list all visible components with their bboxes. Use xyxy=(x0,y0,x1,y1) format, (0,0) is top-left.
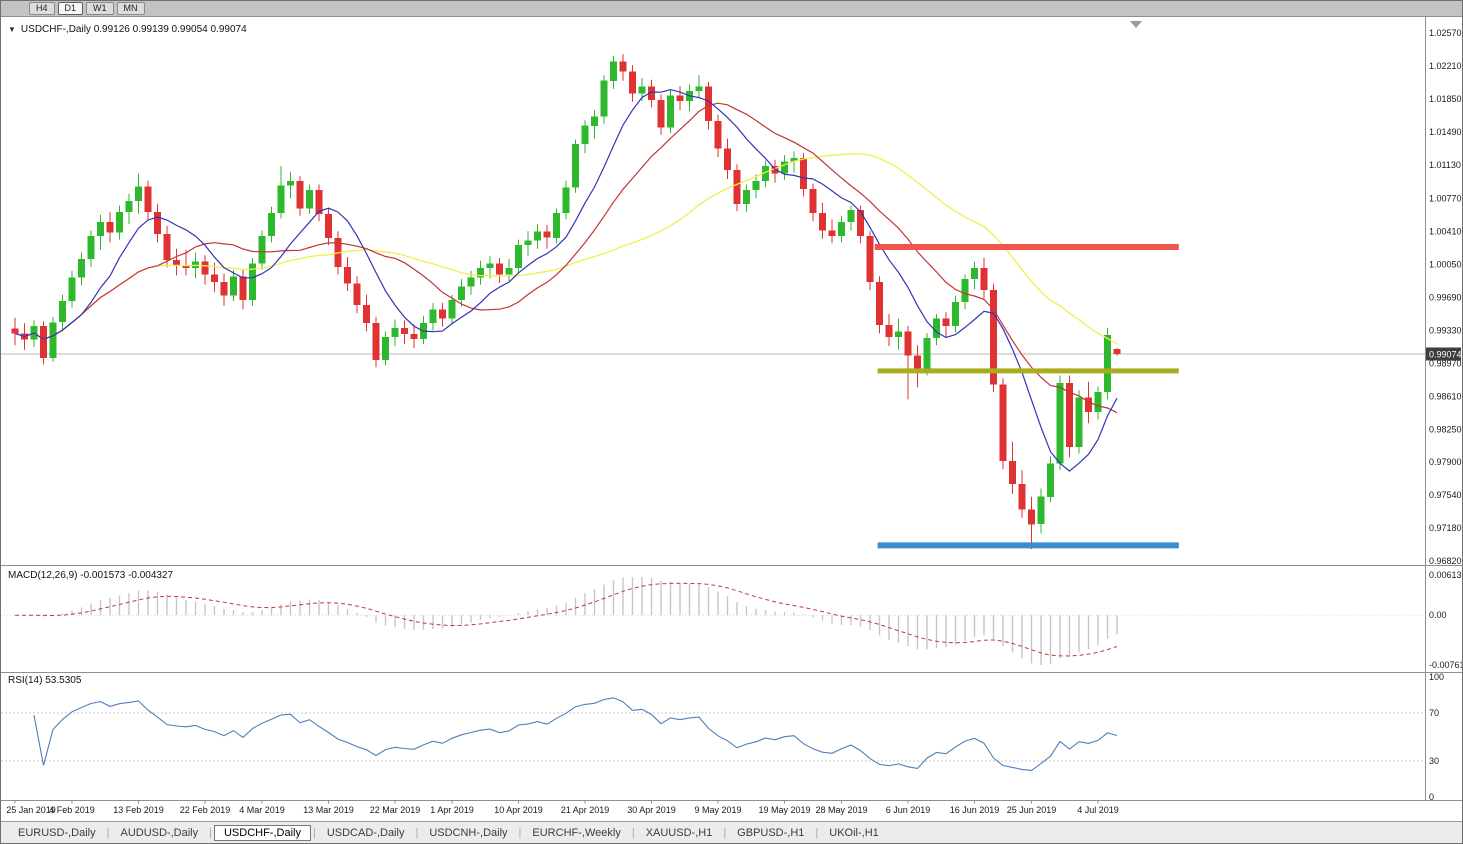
svg-text:21 Apr 2019: 21 Apr 2019 xyxy=(561,805,610,815)
svg-text:30 Apr 2019: 30 Apr 2019 xyxy=(627,805,676,815)
collapse-icon[interactable]: ▼ xyxy=(8,25,16,34)
svg-text:0.99690: 0.99690 xyxy=(1429,293,1462,303)
svg-text:0.97900: 0.97900 xyxy=(1429,457,1462,467)
candles xyxy=(11,54,1121,550)
svg-text:1.02570: 1.02570 xyxy=(1429,28,1462,38)
tab-separator: | xyxy=(631,826,635,839)
macd-signal-line xyxy=(15,582,1118,657)
chart-canvas[interactable]: 1.02570 1.02210 1.01850 1.01490 1.01130 1.007… xyxy=(1,17,1462,821)
price-axis[interactable]: 1.02570 1.02210 1.01850 1.01490 1.01130 1.007… xyxy=(1429,28,1462,566)
tab-xauusd-h1[interactable]: XAUUSD-,H1 xyxy=(645,826,713,839)
chart-tabbar: EURUSD-,Daily | AUDUSD-,Daily | USDCHF-,Dail… xyxy=(1,821,1462,843)
svg-text:9 May 2019: 9 May 2019 xyxy=(694,805,741,815)
rsi-levels xyxy=(1,712,1425,762)
svg-text:0.98610: 0.98610 xyxy=(1429,392,1462,402)
svg-text:1 Apr 2019: 1 Apr 2019 xyxy=(430,805,474,815)
ma-fast-line xyxy=(14,88,1118,472)
timeframe-button-d1[interactable]: D1 xyxy=(57,2,84,15)
svg-text:1.01490: 1.01490 xyxy=(1429,127,1462,137)
tab-usdchf-daily[interactable]: USDCHF-,Daily xyxy=(213,824,311,841)
macd-histogram xyxy=(1,577,1425,665)
tab-separator: | xyxy=(106,826,110,839)
chart-window: 1.02570 1.02210 1.01850 1.01490 1.01130 1.007… xyxy=(1,17,1462,821)
svg-text:19 May 2019: 19 May 2019 xyxy=(758,805,810,815)
macd-label: MACD(12,26,9) -0.001573 -0.004327 xyxy=(8,570,174,581)
tab-ukoil-h1[interactable]: UKOil-,H1 xyxy=(829,826,879,839)
tab-usdcad-daily[interactable]: USDCAD-,Daily xyxy=(326,826,405,839)
svg-text:6 Jun 2019: 6 Jun 2019 xyxy=(886,805,931,815)
svg-text:-0.00761: -0.00761 xyxy=(1429,660,1462,670)
svg-text:25 Jun 2019: 25 Jun 2019 xyxy=(1007,805,1057,815)
svg-text:1.00770: 1.00770 xyxy=(1429,193,1462,203)
svg-text:30: 30 xyxy=(1429,756,1439,766)
svg-text:0.97540: 0.97540 xyxy=(1429,490,1462,500)
timeframe-toolbar: H4 D1 W1 MN xyxy=(1,1,1462,17)
svg-text:1.00050: 1.00050 xyxy=(1429,259,1462,269)
tab-eurchf-weekly[interactable]: EURCHF-,Weekly xyxy=(532,826,621,839)
timeframe-button-h4[interactable]: H4 xyxy=(29,2,55,15)
rsi-label: RSI(14) 53.5305 xyxy=(8,675,82,686)
timeframe-buttons: H4 D1 W1 MN xyxy=(29,2,145,15)
svg-text:0.97180: 0.97180 xyxy=(1429,523,1462,533)
rsi-line xyxy=(33,697,1118,771)
current-price-badge: 0.99074 xyxy=(1426,347,1462,361)
svg-text:100: 100 xyxy=(1429,672,1444,682)
svg-text:16 Jun 2019: 16 Jun 2019 xyxy=(950,805,1000,815)
svg-text:0.98970: 0.98970 xyxy=(1429,359,1462,369)
svg-text:4 Mar 2019: 4 Mar 2019 xyxy=(239,805,285,815)
shift-marker-icon xyxy=(1130,21,1142,28)
svg-text:1.02210: 1.02210 xyxy=(1429,61,1462,71)
svg-text:0.99330: 0.99330 xyxy=(1429,326,1462,336)
svg-text:0.98250: 0.98250 xyxy=(1429,425,1462,435)
svg-text:13 Feb 2019: 13 Feb 2019 xyxy=(113,805,164,815)
svg-text:0.99074: 0.99074 xyxy=(1429,350,1462,360)
svg-text:1.01130: 1.01130 xyxy=(1429,160,1461,170)
tab-eurusd-daily[interactable]: EURUSD-,Daily xyxy=(18,826,96,839)
tab-audusd-daily[interactable]: AUDUSD-,Daily xyxy=(120,826,199,839)
panel-separators xyxy=(1,17,1462,801)
tab-separator: | xyxy=(415,826,419,839)
svg-text:28 May 2019: 28 May 2019 xyxy=(815,805,867,815)
tabbar-tabs: EURUSD-,Daily | AUDUSD-,Daily | USDCHF-,Dail… xyxy=(9,824,888,841)
rsi-axis[interactable]: 100 70 30 0 xyxy=(1429,672,1444,802)
svg-text:0: 0 xyxy=(1429,792,1434,802)
main-chart-title: ▼ USDCHF-,Daily 0.99126 0.99139 0.99054 0… xyxy=(8,24,247,35)
ma-mid-line xyxy=(14,102,1118,414)
svg-text:22 Feb 2019: 22 Feb 2019 xyxy=(180,805,231,815)
svg-text:25 Jan 2019: 25 Jan 2019 xyxy=(6,805,56,815)
tab-separator: | xyxy=(312,826,316,839)
svg-text:1.01850: 1.01850 xyxy=(1429,94,1462,104)
svg-text:0.96820: 0.96820 xyxy=(1429,556,1462,566)
timeframe-button-w1[interactable]: W1 xyxy=(86,2,114,15)
svg-text:4 Feb 2019: 4 Feb 2019 xyxy=(49,805,95,815)
svg-text:22 Mar 2019: 22 Mar 2019 xyxy=(370,805,421,815)
svg-text:0.00: 0.00 xyxy=(1429,610,1447,620)
macd-axis[interactable]: 0.00613 0.00 -0.00761 xyxy=(1429,570,1462,670)
tab-usdcnh-daily[interactable]: USDCNH-,Daily xyxy=(429,826,508,839)
svg-text:0.00613: 0.00613 xyxy=(1429,570,1462,580)
svg-text:10 Apr 2019: 10 Apr 2019 xyxy=(494,805,543,815)
svg-text:70: 70 xyxy=(1429,708,1439,718)
timeframe-button-mn[interactable]: MN xyxy=(116,2,145,15)
ma-slow-line xyxy=(14,153,1118,345)
tab-separator: | xyxy=(815,826,819,839)
main-chart-label: USDCHF-,Daily 0.99126 0.99139 0.99054 0.… xyxy=(21,24,247,35)
svg-text:1.00410: 1.00410 xyxy=(1429,226,1462,236)
tab-separator: | xyxy=(209,826,212,839)
tab-separator: | xyxy=(723,826,727,839)
tab-separator: | xyxy=(518,826,522,839)
svg-text:4 Jul 2019: 4 Jul 2019 xyxy=(1077,805,1119,815)
svg-text:13 Mar 2019: 13 Mar 2019 xyxy=(303,805,354,815)
tab-gbpusd-h1[interactable]: GBPUSD-,H1 xyxy=(737,826,805,839)
